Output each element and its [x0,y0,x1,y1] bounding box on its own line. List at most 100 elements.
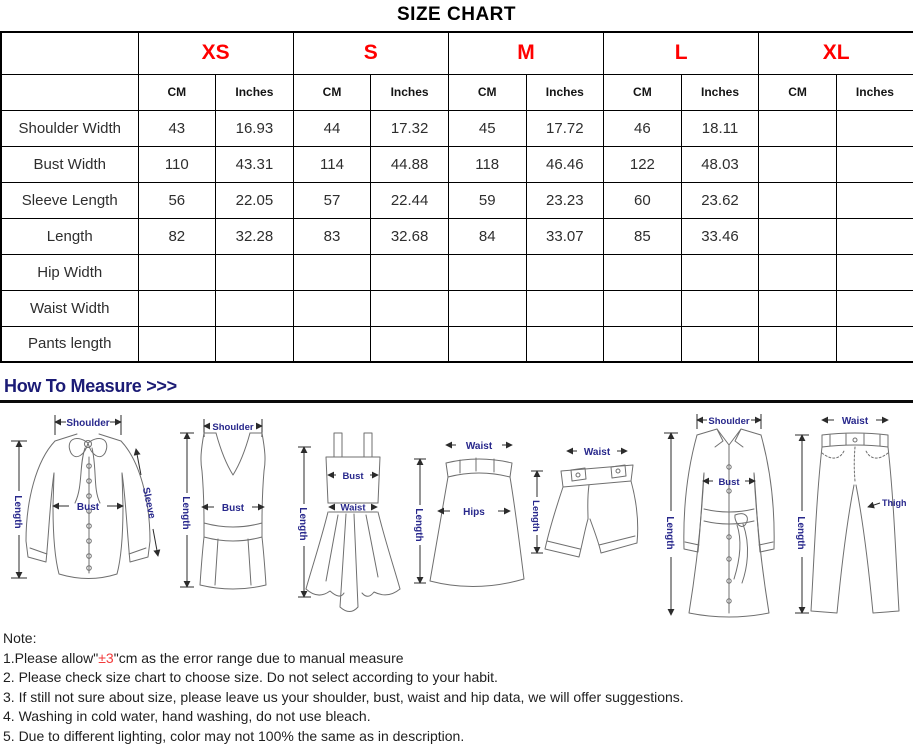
table-cell [215,325,294,363]
table-cell [603,325,682,363]
row-label: Pants length [0,325,139,363]
dress-bust-label: Bust [342,471,364,482]
unit-header: CM [137,73,217,111]
pants-figure: Waist Thigh Length [794,416,907,614]
table-cell: 17.32 [370,109,449,147]
table-cell [835,145,913,183]
shorts-waist-label: Waist [584,447,611,458]
skirt-waist-label: Waist [466,441,493,452]
table-cell [215,289,294,327]
table-cell: 43 [137,109,217,147]
table-cell: 23.23 [525,181,605,219]
table-cell: 46.46 [525,145,605,183]
unit-header: Inches [680,73,760,111]
pants-thigh-label: Thigh [882,498,907,508]
table-row-shoulder-width: Shoulder Width 43 16.93 44 17.32 45 17.7… [0,109,913,147]
pants-length-label: Length [795,516,806,549]
table-cell [758,181,837,219]
table-row-bust-width: Bust Width 110 43.31 114 44.88 118 46.46… [0,145,913,183]
table-cell [370,289,449,327]
skirt-length-label: Length [413,508,424,541]
table-cell [525,325,605,363]
table-cell [758,253,837,291]
table-cell [137,253,217,291]
note-highlight: ±3 [98,649,114,666]
row-label: Length [0,217,139,255]
table-cell [680,289,760,327]
table-cell: 32.28 [215,217,294,255]
unit-header: Inches [370,73,449,111]
table-cell [835,217,913,255]
row-label: Sleeve Length [0,181,139,219]
table-cell: 110 [137,145,217,183]
unit-header: CM [758,73,837,111]
table-cell: 22.44 [370,181,449,219]
table-cell [835,289,913,327]
row-label: Bust Width [0,145,139,183]
shorts-figure: Waist Length [530,447,639,558]
table-row-pants-length: Pants length [0,325,913,363]
size-header-xs: XS [137,31,294,75]
table-cell [835,325,913,363]
table-cell [447,253,527,291]
table-cell [758,145,837,183]
table-cell: 85 [603,217,682,255]
coat-length-label: Length [664,516,675,549]
table-cell: 43.31 [215,145,294,183]
table-row-length: Length 82 32.28 83 32.68 84 33.07 85 33.… [0,217,913,255]
table-cell: 59 [447,181,527,219]
unit-header: Inches [835,73,913,111]
table-cell [525,289,605,327]
table-cell: 33.07 [525,217,605,255]
table-cell [447,325,527,363]
sundress-figure: Length Bust Waist [297,432,401,612]
table-cell: 82 [137,217,217,255]
tank-length-label: Length [180,496,191,529]
tank-shoulder-label: Shoulder [213,422,254,433]
table-cell [292,289,372,327]
table-cell: 84 [447,217,527,255]
page-title: SIZE CHART [397,4,516,25]
corner-cell [0,73,139,111]
table-cell [758,325,837,363]
table-cell [447,289,527,327]
table-cell: 33.46 [680,217,760,255]
note-line-1: 1.Please allow"±3"cm as the error range … [3,649,404,666]
tank-top-figure: Shoulder Bust Length [180,419,267,590]
table-cell [835,253,913,291]
coat-bust-label: Bust [718,477,740,488]
pants-waist-label: Waist [842,416,869,427]
skirt-hips-label: Hips [463,507,485,518]
coat-figure: Shoulder Bust Length [663,414,775,618]
table-cell [680,253,760,291]
table-cell: 22.05 [215,181,294,219]
size-header-xl: XL [758,31,913,75]
blouse-bust-label: Bust [77,502,100,513]
table-cell: 45 [447,109,527,147]
table-cell [758,109,837,147]
unit-header: CM [603,73,682,111]
skirt-figure: Waist Hips Length [413,441,525,587]
table-cell: 17.72 [525,109,605,147]
table-cell [758,289,837,327]
size-header-m: M [447,31,605,75]
table-row-sleeve-length: Sleeve Length 56 22.05 57 22.44 59 23.23… [0,181,913,219]
size-header-s: S [292,31,449,75]
coat-shoulder-label: Shoulder [708,416,749,427]
note-line-2: 2. Please check size chart to choose siz… [3,669,498,685]
table-cell: 44 [292,109,372,147]
table-cell: 46 [603,109,682,147]
dress-length-label: Length [297,507,308,540]
table-cell: 118 [447,145,527,183]
unit-header: CM [292,73,372,111]
table-cell [137,325,217,363]
unit-header: CM [447,73,527,111]
table-cell [758,217,837,255]
size-header-row: XS S M L XL [0,31,913,75]
row-label: Shoulder Width [0,109,139,147]
size-chart-table: XS S M L XL CM Inches CM Inches CM Inche… [0,31,913,363]
blouse-shoulder-label: Shoulder [66,418,109,429]
how-to-measure-heading: How To Measure >>> [4,376,177,396]
table-cell: 122 [603,145,682,183]
